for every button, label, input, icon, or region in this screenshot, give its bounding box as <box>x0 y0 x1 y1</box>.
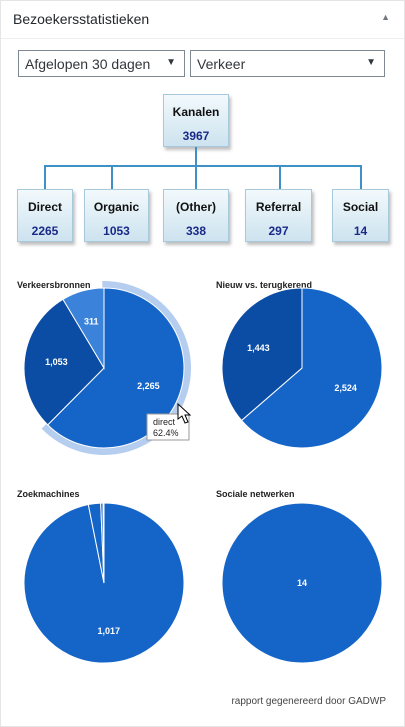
chart-title-social-networks: Sociale netwerken <box>216 489 295 499</box>
tree-node-value: 2265 <box>31 224 59 238</box>
pie-slice[interactable] <box>102 502 105 584</box>
chart-title-traffic-sources: Verkeersbronnen <box>17 280 91 290</box>
tree-node-value: 14 <box>353 224 368 238</box>
tree-connector <box>44 165 361 167</box>
tree-node-label: (Other) <box>176 200 216 214</box>
tree-node-organic: Organic 1053 <box>84 189 149 242</box>
report-select-value: Verkeer <box>197 56 246 72</box>
tree-node-social: Social 14 <box>332 189 389 242</box>
tree-node-other: (Other) 338 <box>163 189 229 242</box>
tree-node-value: 297 <box>268 224 289 238</box>
tooltip-label: direct <box>153 417 176 427</box>
pie-slice[interactable] <box>221 287 303 422</box>
tree-connector <box>195 165 197 190</box>
tree-node-label: Direct <box>27 200 62 214</box>
tree-node-label: Organic <box>93 200 140 214</box>
tree-connector <box>44 165 46 190</box>
tree-node-referral: Referral 297 <box>245 189 312 242</box>
pie-chart-new-vs-returning[interactable]: 2,524 1,443 <box>213 286 393 461</box>
pie-chart-search-engines[interactable]: 1,017 <box>15 496 195 671</box>
pie-slice[interactable] <box>62 287 105 370</box>
pie-data-label: 2,524 <box>334 383 357 393</box>
widget-header[interactable]: Bezoekersstatistieken ▲ <box>1 1 404 39</box>
tree-node-label: Referral <box>255 200 302 214</box>
widget-title: Bezoekersstatistieken <box>13 11 150 27</box>
tree-node-direct: Direct 2265 <box>17 189 73 242</box>
tree-node-value: 1053 <box>103 224 130 238</box>
chevron-down-icon: ▼ <box>166 57 176 68</box>
period-select[interactable]: Afgelopen 30 dagen ▼ <box>18 50 185 77</box>
chevron-down-icon: ▼ <box>366 57 376 68</box>
pointer-cursor-icon <box>177 402 192 424</box>
tree-node-label: Social <box>342 200 379 214</box>
tree-connector <box>279 165 281 190</box>
tree-root-label: Kanalen <box>172 105 220 119</box>
tree-root-node: Kanalen 3967 <box>163 94 229 147</box>
report-select[interactable]: Verkeer ▼ <box>190 50 385 77</box>
triangle-up-icon[interactable]: ▲ <box>381 12 390 22</box>
pie-data-label: 311 <box>84 317 99 327</box>
footer-credit: rapport gegenereerd door GADWP <box>231 696 386 707</box>
tree-connector <box>111 165 113 190</box>
tree-root-value: 3967 <box>182 129 210 143</box>
pie-data-label: 1,053 <box>45 357 68 367</box>
period-select-value: Afgelopen 30 dagen <box>25 56 151 72</box>
pie-slice[interactable] <box>47 287 185 449</box>
pie-data-label: 2,265 <box>137 381 160 391</box>
tree-connector <box>360 165 362 190</box>
pie-data-label: 1,017 <box>97 626 120 636</box>
tree-node-value: 338 <box>185 224 207 238</box>
pie-chart-social-networks[interactable]: 14 <box>213 496 393 671</box>
tree-connector <box>195 147 197 166</box>
pie-slice[interactable] <box>221 502 383 664</box>
pie-slice[interactable] <box>240 287 383 449</box>
chart-title-new-vs-returning: Nieuw vs. terugkerend <box>216 280 313 290</box>
chart-title-search-engines: Zoekmachines <box>17 489 80 499</box>
tooltip-percent: 62.4% <box>153 428 179 438</box>
pie-data-label: 1,443 <box>247 343 270 353</box>
pie-data-label: 14 <box>297 578 307 588</box>
pie-slice[interactable] <box>23 298 105 426</box>
